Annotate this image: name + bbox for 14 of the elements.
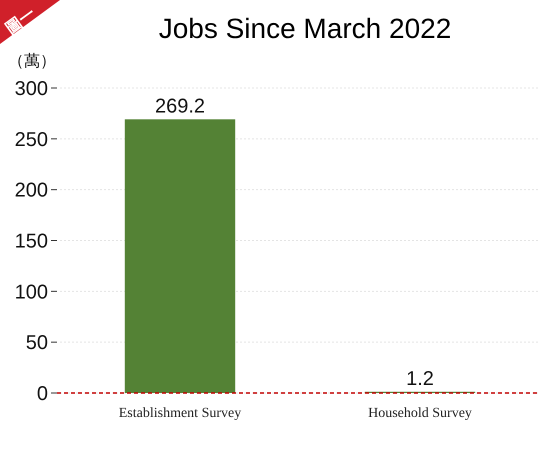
y-tick-label: 100 xyxy=(14,281,48,304)
text: 圖一 xyxy=(2,4,39,38)
y-tick-label: 0 xyxy=(36,383,48,405)
chart-title: Jobs Since March 2022 xyxy=(158,13,452,44)
y-tick-label: 300 xyxy=(14,78,48,100)
x-tick-label: Household Survey xyxy=(368,406,472,421)
y-tick-label: 50 xyxy=(26,332,48,354)
data-label: 1.2 xyxy=(406,368,434,390)
y-tick-label: 250 xyxy=(14,128,48,151)
x-tick-label: Establishment Survey xyxy=(118,406,242,421)
data-label: 269.2 xyxy=(154,95,206,118)
y-tick-label: 150 xyxy=(14,230,48,252)
y-axis-title: （萬） xyxy=(8,52,56,70)
y-tick-label: 200 xyxy=(14,180,48,202)
